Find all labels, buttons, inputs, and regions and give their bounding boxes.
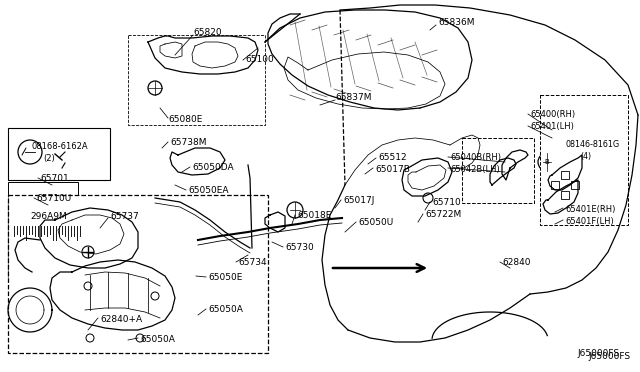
Text: 65042B(LH): 65042B(LH)	[450, 165, 500, 174]
Text: 08168-6162A: 08168-6162A	[32, 142, 88, 151]
Text: 65401E(RH): 65401E(RH)	[565, 205, 616, 214]
Text: 65100: 65100	[245, 55, 274, 64]
Text: 65820: 65820	[193, 28, 221, 37]
Bar	[540, 95, 628, 225]
Text: 65710U: 65710U	[36, 194, 71, 203]
Text: 65050U: 65050U	[358, 218, 393, 227]
Bar	[8, 182, 78, 202]
Text: 65837M: 65837M	[335, 93, 371, 102]
Text: 65738M: 65738M	[170, 138, 207, 147]
Text: (4): (4)	[580, 152, 591, 161]
Text: 65401(LH): 65401(LH)	[530, 122, 574, 131]
Text: 65050E: 65050E	[208, 273, 243, 282]
Text: 65050A: 65050A	[208, 305, 243, 314]
Text: 08146-8161G: 08146-8161G	[565, 140, 619, 149]
Bar	[551, 181, 559, 189]
Bar	[12, 224, 84, 246]
Text: J65000FS: J65000FS	[588, 352, 630, 361]
Text: 65050EA: 65050EA	[188, 186, 228, 195]
Text: 65017J: 65017J	[343, 196, 374, 205]
Bar	[561, 191, 569, 199]
Text: 65050DA: 65050DA	[192, 163, 234, 172]
Text: 62840: 62840	[502, 258, 531, 267]
Text: 65701: 65701	[40, 174, 68, 183]
Text: 65050A: 65050A	[140, 335, 175, 344]
Bar	[12, 206, 84, 221]
Text: 65734: 65734	[238, 258, 267, 267]
Text: J65000FS: J65000FS	[578, 349, 620, 358]
Text: 65040B(RH): 65040B(RH)	[450, 153, 501, 162]
Text: 65401F(LH): 65401F(LH)	[565, 217, 614, 226]
Text: 65512: 65512	[378, 153, 406, 162]
Text: 65710: 65710	[432, 198, 461, 207]
Text: 65737: 65737	[110, 212, 139, 221]
Text: (2): (2)	[43, 154, 55, 163]
Text: 296A9M: 296A9M	[30, 212, 67, 221]
Bar	[462, 138, 534, 203]
Text: 65722M: 65722M	[425, 210, 461, 219]
Text: 65730: 65730	[285, 243, 314, 252]
Text: 65017B: 65017B	[375, 165, 410, 174]
Bar	[8, 128, 110, 180]
Text: 65018E: 65018E	[297, 211, 332, 220]
Bar	[561, 171, 569, 179]
Text: 62840+A: 62840+A	[100, 315, 142, 324]
Text: 65836M: 65836M	[438, 18, 474, 27]
Text: 65400(RH): 65400(RH)	[530, 110, 575, 119]
Text: 65080E: 65080E	[168, 115, 202, 124]
Bar	[8, 202, 113, 277]
Text: B: B	[544, 159, 548, 165]
Bar	[8, 195, 268, 353]
Bar	[571, 181, 579, 189]
